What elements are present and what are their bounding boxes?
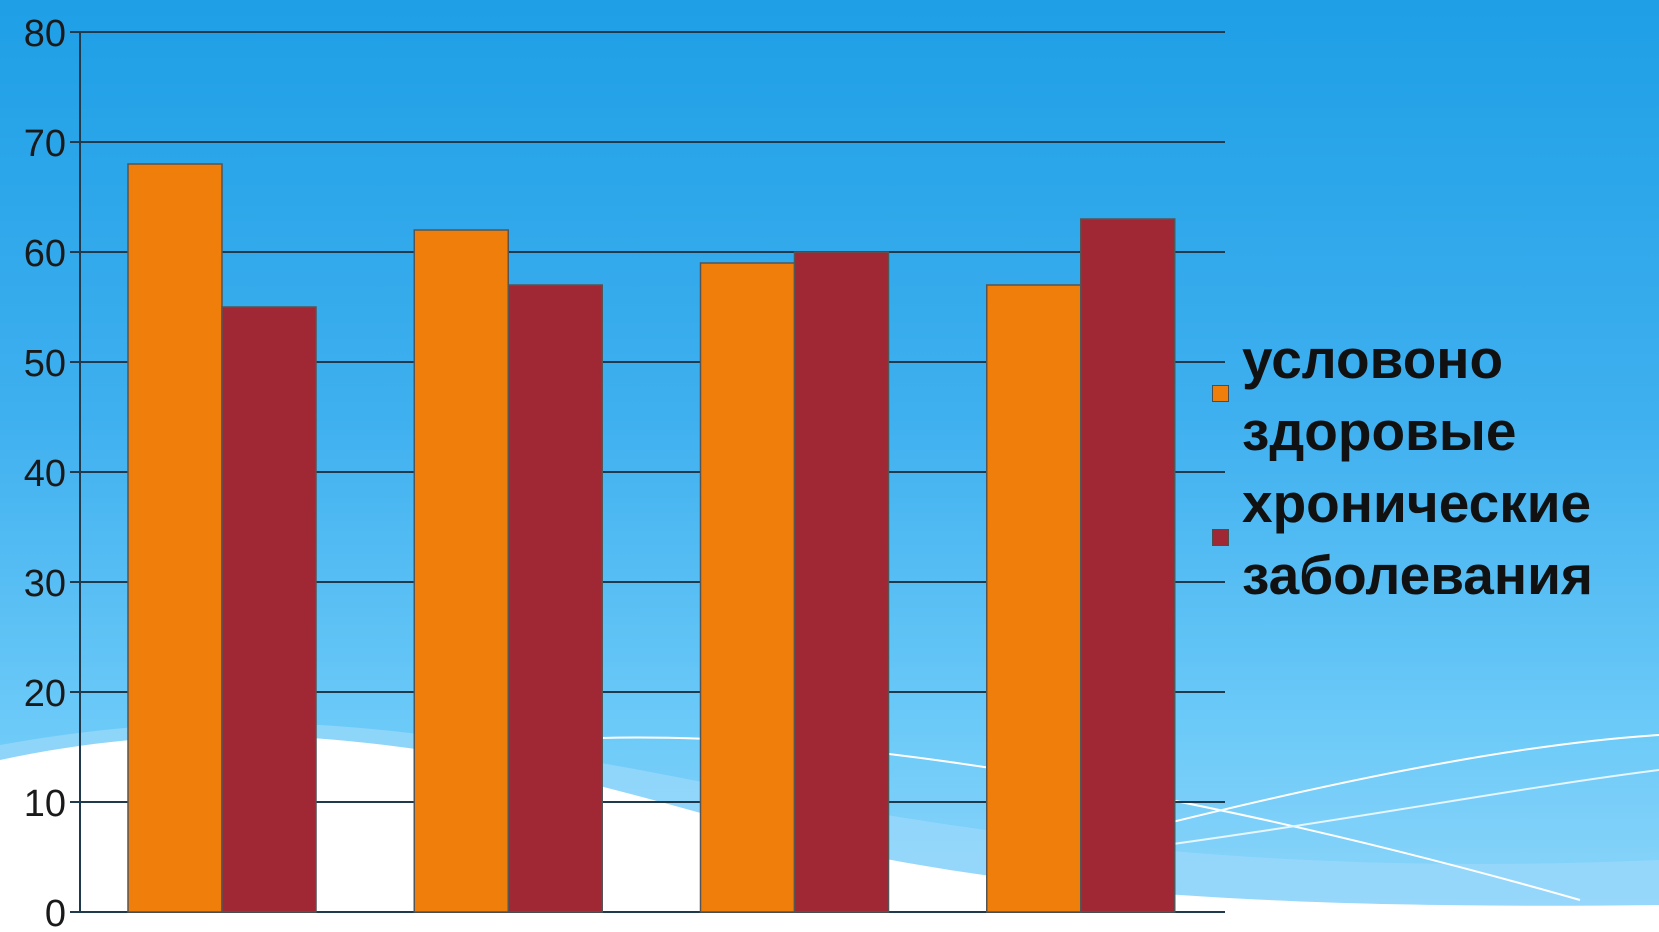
bars <box>127 163 1176 913</box>
bar-series1-cat3 <box>699 262 796 913</box>
bar-series1-cat4 <box>986 284 1082 913</box>
bar-series2-cat1 <box>221 306 317 913</box>
bar-series2-cat4 <box>1080 218 1176 913</box>
legend-item-chronic: хронические заболевания <box>1212 467 1652 611</box>
bar-series2-cat3 <box>793 251 890 913</box>
y-tick-label-60: 60 <box>24 233 66 275</box>
y-axis-tick-labels: 0 10 20 30 40 50 60 70 80 <box>24 13 66 932</box>
bar-series1-cat2 <box>413 229 509 913</box>
y-tick-label-50: 50 <box>24 343 66 385</box>
bar-series1-cat1 <box>127 163 223 913</box>
bar-series2-cat2 <box>507 284 603 913</box>
y-tick-label-20: 20 <box>24 673 66 715</box>
y-tick-label-30: 30 <box>24 563 66 605</box>
wave-line-2 <box>1139 734 1659 831</box>
y-tick-label-70: 70 <box>24 123 66 165</box>
legend-item-healthy: условоно здоровые <box>1212 323 1652 467</box>
legend: условоно здоровые хронические заболевани… <box>1212 323 1652 611</box>
y-tick-label-80: 80 <box>24 13 66 55</box>
legend-swatch-chronic <box>1212 529 1229 546</box>
legend-label-chronic: хронические заболевания <box>1242 472 1594 606</box>
legend-label-healthy: условоно здоровые <box>1242 328 1517 462</box>
y-tick-label-40: 40 <box>24 453 66 495</box>
y-tick-label-10: 10 <box>24 783 66 825</box>
legend-swatch-healthy <box>1212 385 1229 402</box>
y-tick-label-0: 0 <box>45 893 66 932</box>
